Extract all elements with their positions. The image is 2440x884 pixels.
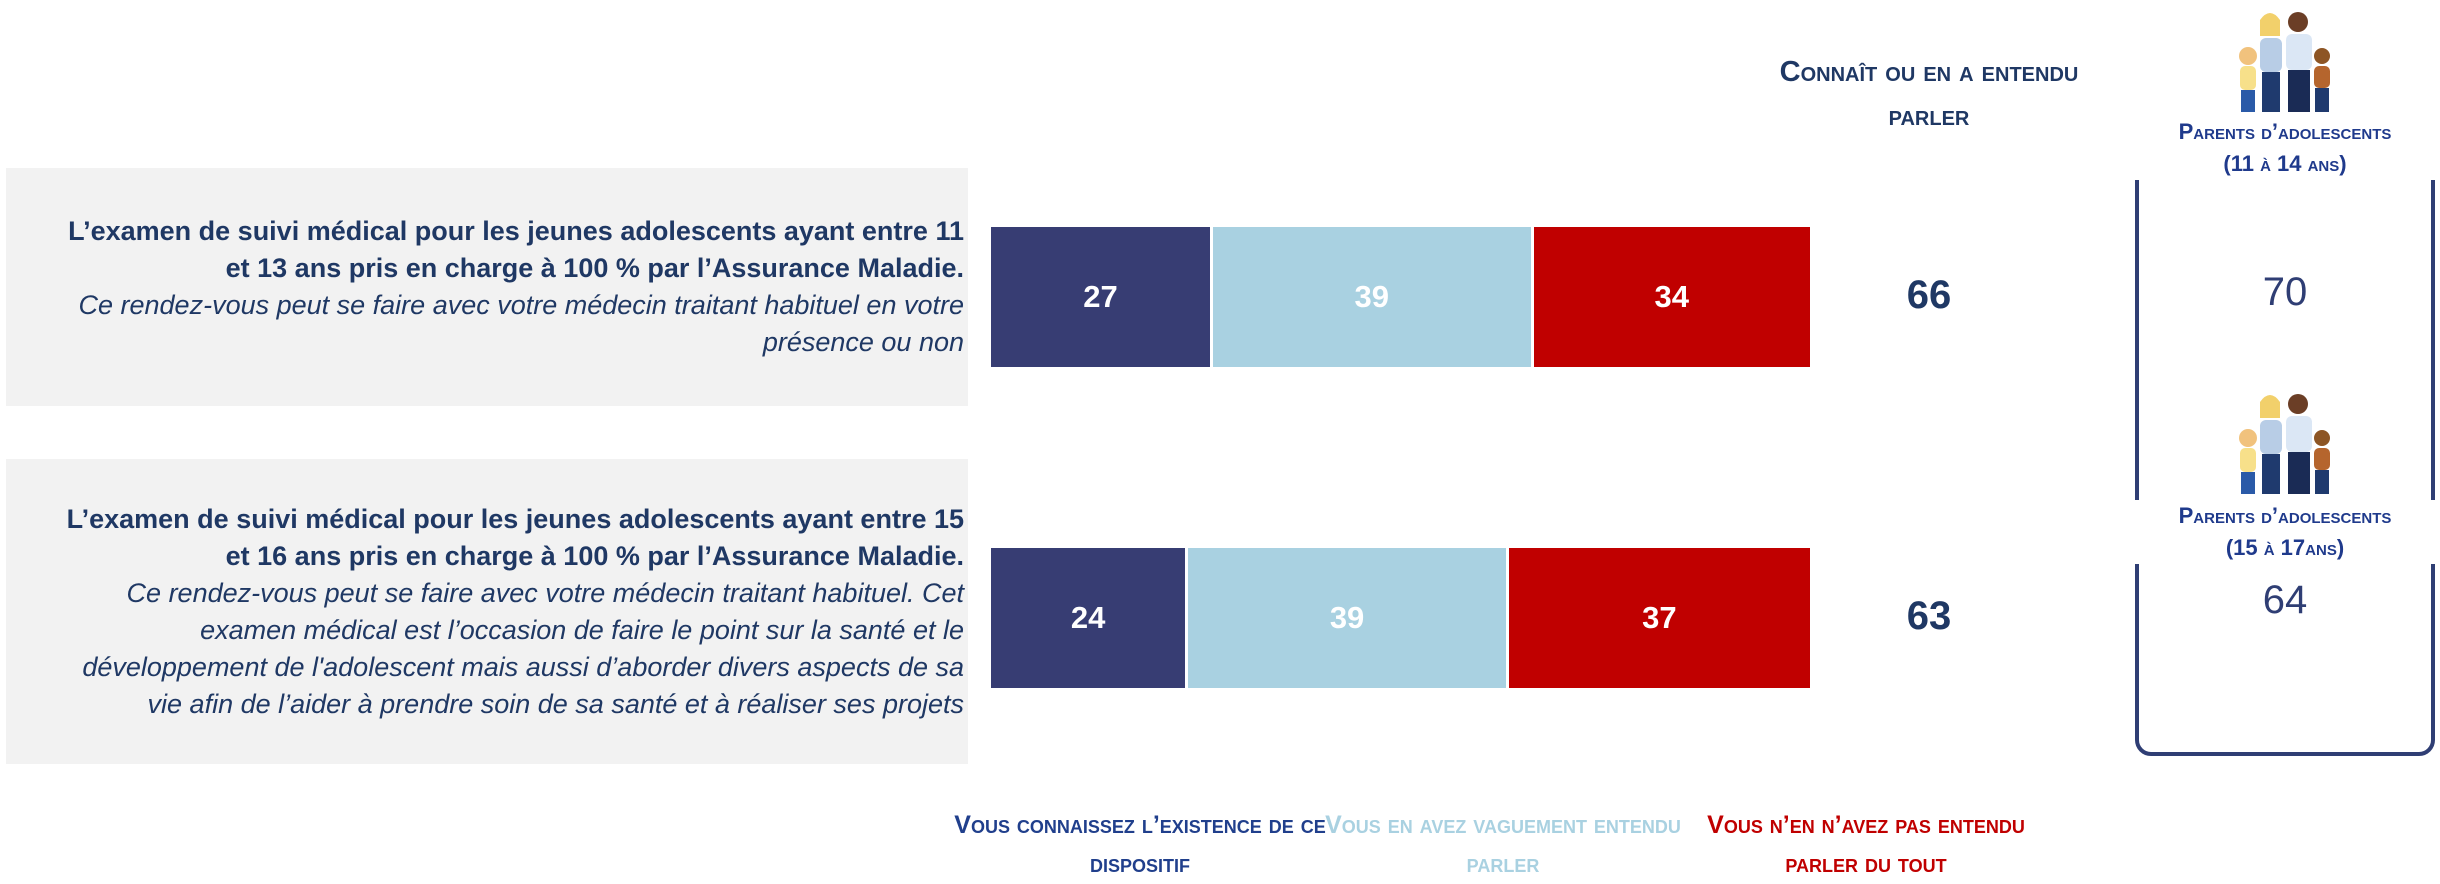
- bar-segment: 27: [991, 227, 1213, 367]
- panel-title: Parents d’adolescents: [2178, 119, 2392, 144]
- total-value: 66: [1906, 273, 1952, 317]
- panel-subtitle: (11 à 14 ans): [2223, 151, 2347, 176]
- bar-segment: 37: [1508, 548, 1813, 688]
- category-box: L’examen de suivi médical pour les jeune…: [6, 168, 968, 406]
- panel-header: Parents d’adolescents (15 à 17ans): [2135, 500, 2435, 564]
- people-icon: [2239, 394, 2330, 494]
- category-title: L’examen de suivi médical pour les jeune…: [68, 216, 964, 283]
- panel-value: 70: [2262, 270, 2308, 314]
- category-title: L’examen de suivi médical pour les jeune…: [66, 503, 964, 571]
- category-note: Ce rendez-vous peut se faire avec votre …: [82, 577, 964, 719]
- bar-segment: 39: [1212, 227, 1534, 367]
- category-label: L’examen de suivi médical pour les jeune…: [44, 501, 964, 723]
- panel-header: Parents d’adolescents (11 à 14 ans): [2135, 116, 2435, 180]
- category-note: Ce rendez-vous peut se faire avec votre …: [78, 290, 965, 357]
- category-box: L’examen de suivi médical pour les jeune…: [6, 459, 968, 764]
- category-label: L’examen de suivi médical pour les jeune…: [44, 213, 964, 361]
- total-title: Connaît ou en a entendu parler: [1779, 56, 2079, 132]
- bar-segment: 39: [1188, 548, 1509, 688]
- legend-entry: Vous en avez vaguement entendu parler: [1325, 811, 1681, 878]
- bar-segment: 24: [991, 548, 1189, 688]
- legend-entry: Vous connaissez l’existence de ce dispos…: [954, 811, 1326, 878]
- total-value: 63: [1906, 594, 1952, 638]
- bar-segment: 34: [1533, 227, 1813, 367]
- legend-entry: Vous n’en n’avez pas entendu parler du t…: [1707, 811, 2025, 878]
- panel-subtitle: (15 à 17ans): [2225, 535, 2345, 560]
- panel-title: Parents d’adolescents: [2178, 503, 2392, 528]
- panel-value: 64: [2262, 578, 2308, 622]
- people-icon: [2239, 12, 2330, 112]
